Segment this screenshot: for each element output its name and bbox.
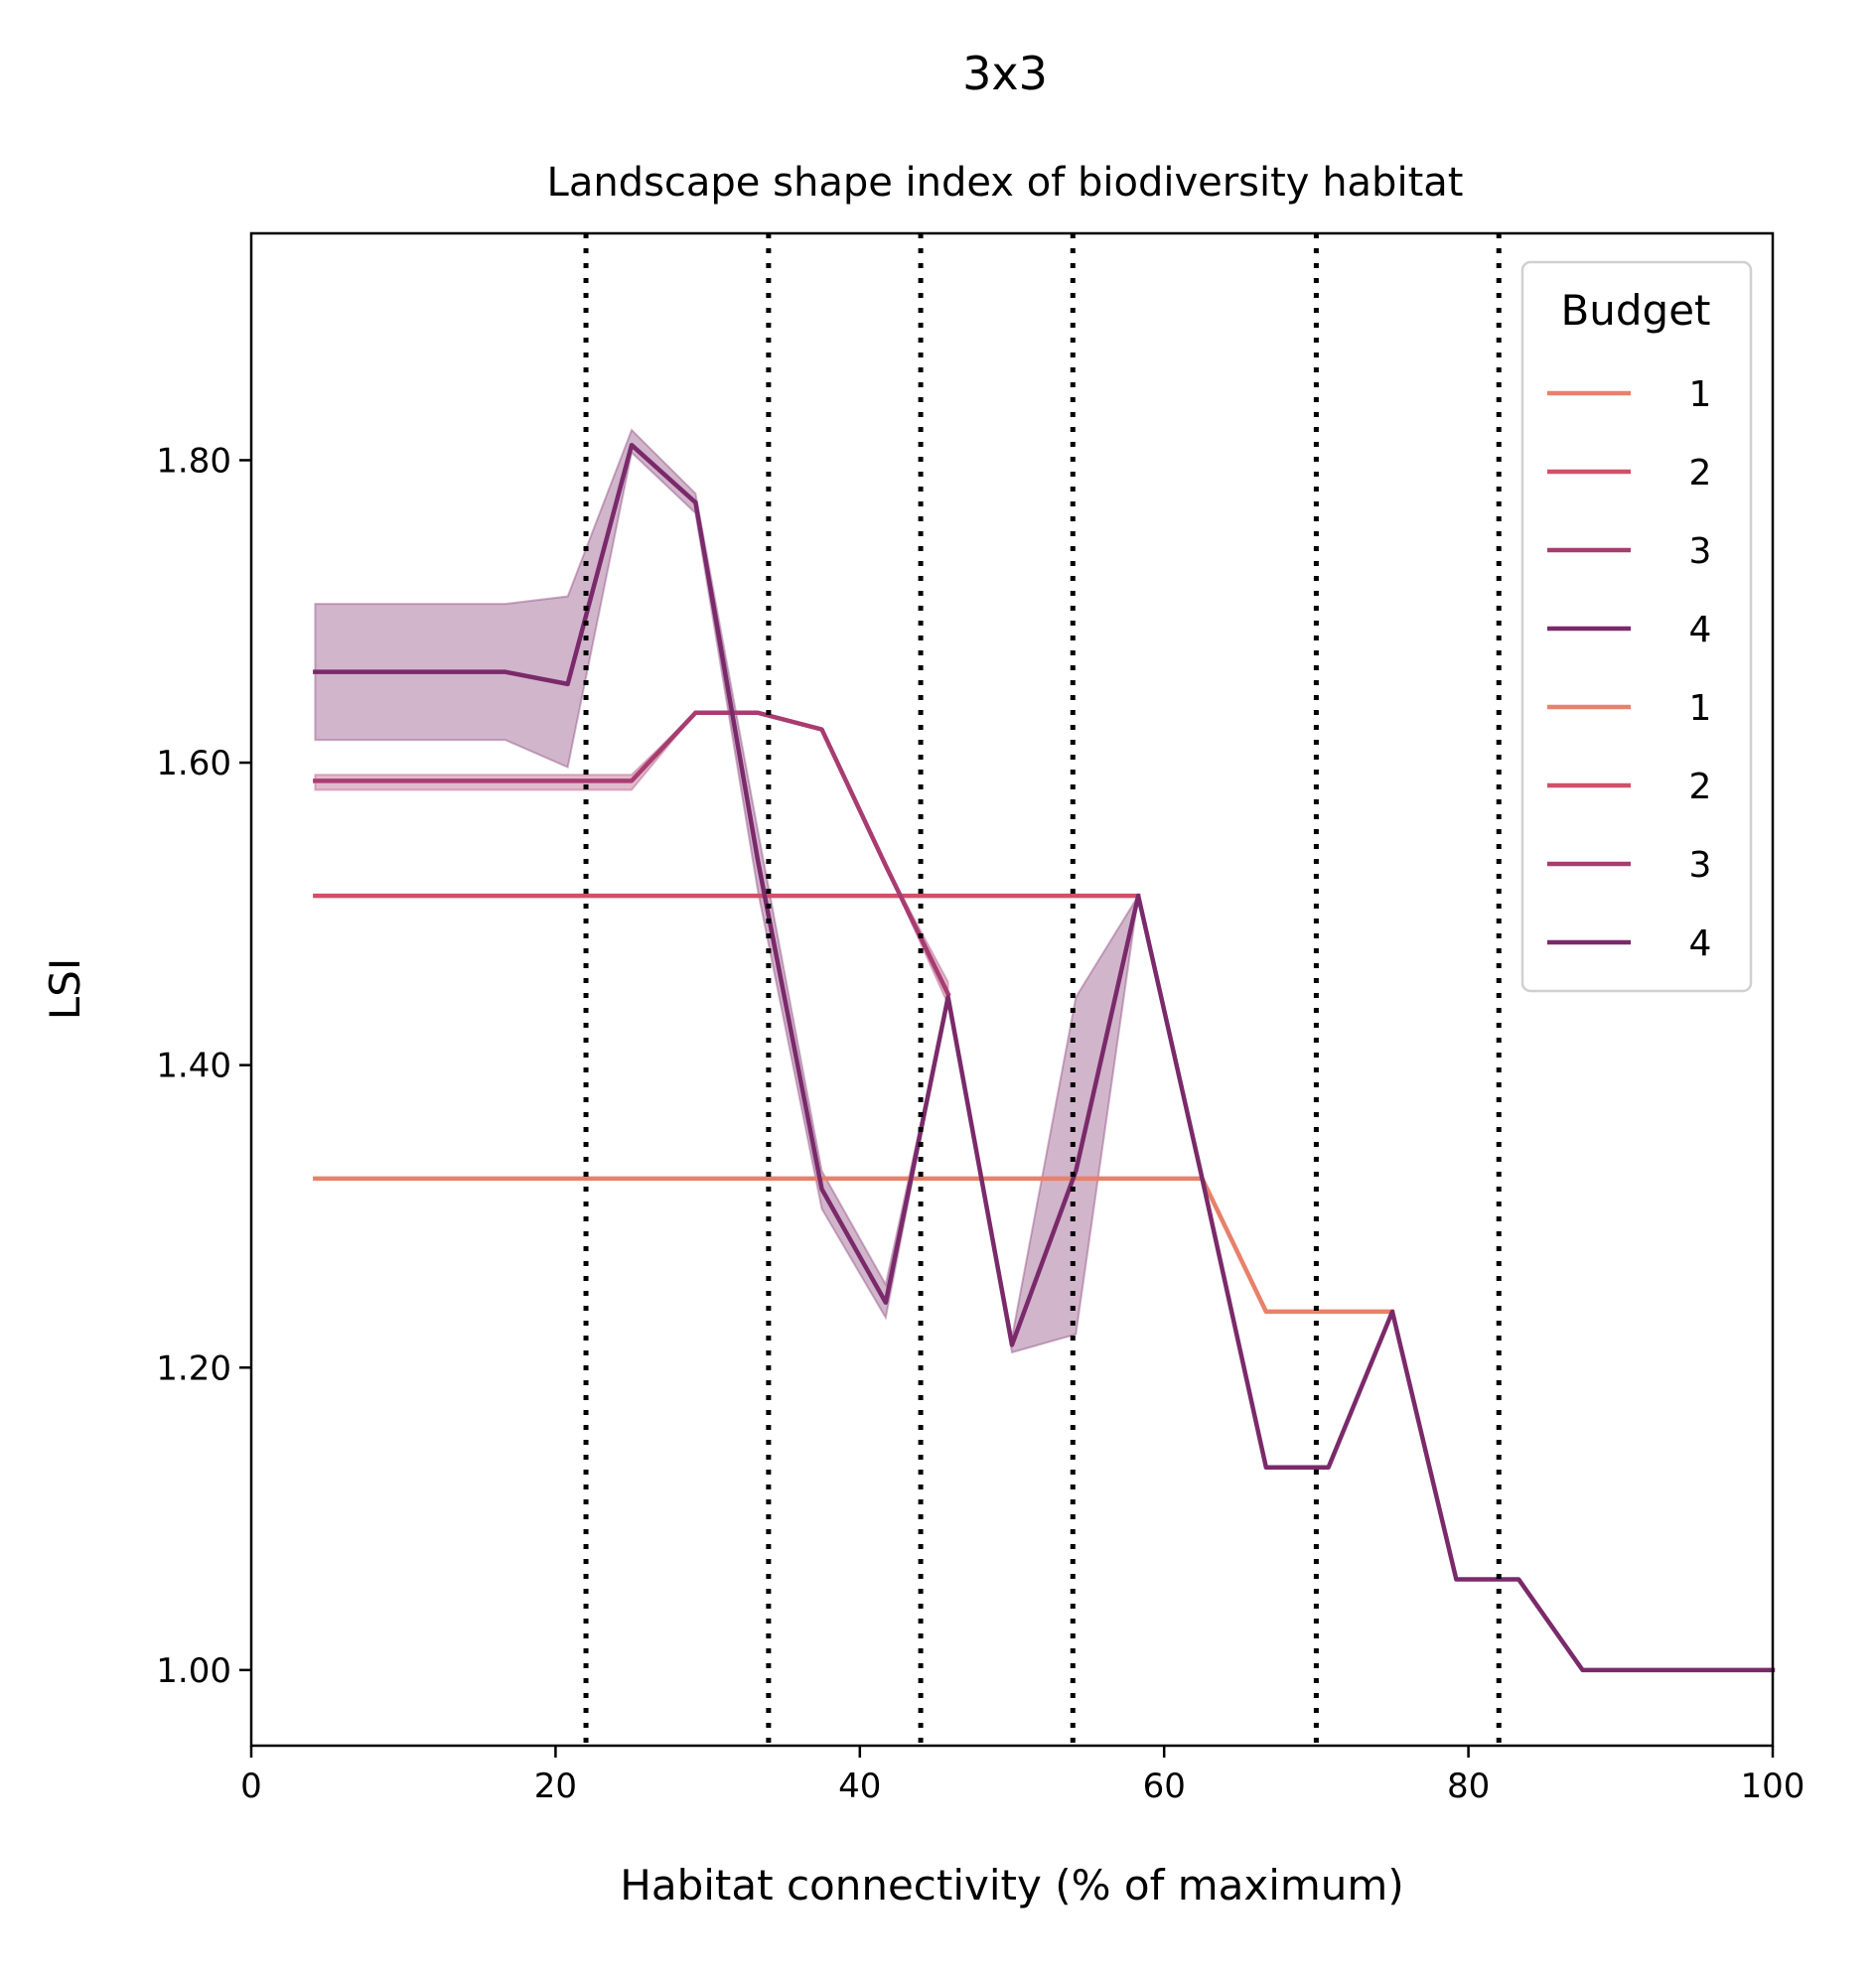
y-tick-label: 1.80 bbox=[156, 441, 231, 481]
series-4-band bbox=[314, 428, 1140, 1354]
plot-area bbox=[313, 233, 1776, 1746]
chart-title: Landscape shape index of biodiversity ha… bbox=[547, 160, 1464, 206]
legend-label: 3 bbox=[1689, 845, 1712, 886]
legend-label: 3 bbox=[1689, 531, 1712, 572]
x-tick-label: 20 bbox=[534, 1767, 577, 1806]
legend-title: Budget bbox=[1560, 286, 1710, 335]
plot-frame bbox=[249, 231, 1775, 1748]
x-tick-label: 60 bbox=[1143, 1767, 1186, 1806]
legend-label: 4 bbox=[1689, 923, 1712, 964]
legend-label: 1 bbox=[1689, 374, 1712, 415]
series-1-line bbox=[313, 1176, 1395, 1315]
y-tick-label: 1.20 bbox=[156, 1348, 231, 1388]
legend-box bbox=[1520, 260, 1753, 993]
legend-label: 2 bbox=[1689, 453, 1712, 494]
x-tick-label: 100 bbox=[1741, 1767, 1805, 1806]
y-tick-label: 1.00 bbox=[156, 1651, 231, 1691]
series-4-line bbox=[313, 442, 1776, 1673]
x-tick-label: 80 bbox=[1447, 1767, 1490, 1806]
chart-suptitle: 3x3 bbox=[962, 47, 1048, 100]
series-3-band bbox=[314, 711, 949, 1006]
legend-label: 4 bbox=[1689, 610, 1712, 650]
x-tick-label: 0 bbox=[240, 1767, 262, 1806]
x-axis-label: Habitat connectivity (% of maximum) bbox=[620, 1861, 1403, 1910]
y-axis-label: LSI bbox=[41, 958, 89, 1020]
series-3-line bbox=[313, 710, 951, 998]
x-axis: 0 20 40 60 80 100 bbox=[240, 1746, 1804, 1806]
y-tick-label: 1.40 bbox=[156, 1047, 231, 1086]
legend-label: 2 bbox=[1689, 767, 1712, 807]
y-tick-label: 1.60 bbox=[156, 744, 231, 783]
legend: Budget 1 2 3 4 1 2 3 4 bbox=[1520, 260, 1753, 993]
y-axis: 1.00 1.20 1.40 1.60 1.80 bbox=[156, 441, 251, 1691]
legend-label: 1 bbox=[1689, 688, 1712, 729]
x-tick-label: 40 bbox=[838, 1767, 881, 1806]
